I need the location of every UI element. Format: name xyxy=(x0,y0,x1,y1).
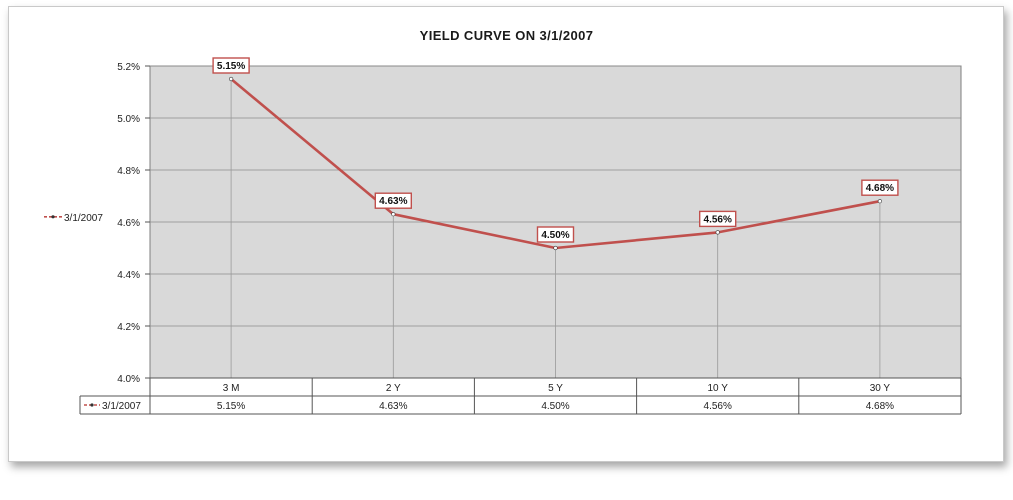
x-category-label: 2 Y xyxy=(386,383,401,394)
data-label-box xyxy=(374,192,412,209)
data-point xyxy=(877,199,883,204)
data-label-box xyxy=(861,179,899,196)
table-value: 4.68% xyxy=(866,401,894,412)
table-value: 5.15% xyxy=(217,401,245,412)
y-tick-label: 5.2% xyxy=(117,62,140,73)
data-point xyxy=(229,76,234,82)
x-category-label: 5 Y xyxy=(548,383,563,394)
data-label-box xyxy=(212,57,250,74)
data-point xyxy=(391,212,396,217)
data-label: 4.56% xyxy=(704,214,732,225)
legend-marker xyxy=(51,215,55,219)
x-category-label: 10 Y xyxy=(708,383,729,394)
data-label: 4.50% xyxy=(541,230,569,241)
data-label: 4.68% xyxy=(866,183,894,194)
x-category-label: 3 M xyxy=(223,383,240,394)
x-category-label: 30 Y xyxy=(870,383,891,394)
y-tick-label: 4.4% xyxy=(117,270,140,281)
table-legend-marker xyxy=(90,403,94,407)
y-tick-label: 4.0% xyxy=(117,374,140,385)
data-label-box xyxy=(699,210,737,228)
legend-label: 3/1/2007 xyxy=(64,213,103,224)
data-label: 4.63% xyxy=(379,196,407,207)
table-value: 4.50% xyxy=(541,401,569,412)
data-point xyxy=(715,230,720,235)
table-value: 4.63% xyxy=(379,401,407,412)
chart-title: YIELD CURVE ON 3/1/2007 xyxy=(419,28,594,43)
y-tick-label: 4.2% xyxy=(117,322,140,333)
y-tick-label: 5.0% xyxy=(117,114,140,125)
table-series-name: 3/1/2007 xyxy=(102,401,141,412)
y-tick-label: 4.6% xyxy=(117,218,140,229)
y-tick-label: 4.8% xyxy=(117,166,140,177)
data-point xyxy=(553,245,558,251)
data-label: 5.15% xyxy=(217,61,245,72)
table-value: 4.56% xyxy=(704,401,732,412)
data-label-box xyxy=(536,226,575,243)
